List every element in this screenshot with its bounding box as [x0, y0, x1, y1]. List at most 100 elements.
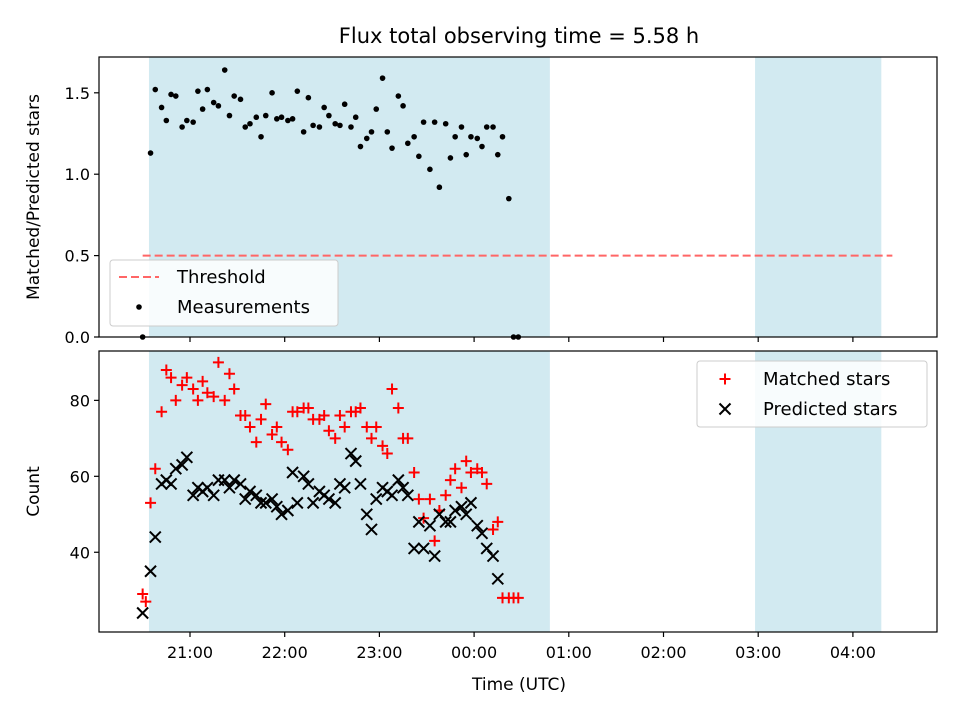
predicted-stars-point	[412, 515, 426, 529]
matched-stars-point	[386, 383, 398, 395]
predicted-stars-point	[354, 477, 367, 491]
matched-stars-point	[212, 356, 224, 368]
measurement-point	[215, 103, 222, 109]
matched-stars-point	[354, 402, 366, 414]
measurement-point	[294, 88, 301, 94]
predicted-stars-point	[491, 572, 504, 586]
measurement-point	[285, 117, 291, 124]
count-panel: 40 60 80 21:00 22:00 23:00 00:00 01:00 02:00 03:0…	[24, 350, 938, 662]
matched-stars-point	[334, 410, 346, 422]
ratio-panel: 0.0 0.5 1.0 1.5 Matched/Predicted stars Thres…	[24, 56, 938, 347]
measurement-point	[158, 104, 165, 111]
measurement-point	[204, 86, 211, 93]
predicted-stars-point	[439, 515, 452, 529]
x-axis-label: Time (UTC)	[471, 675, 566, 695]
predicted-stars-point	[297, 470, 310, 483]
predicted-stars-point	[460, 508, 473, 521]
measurement-point	[278, 114, 285, 121]
legend-predicted-label: Predicted stars	[763, 399, 897, 420]
legend-matched-label: Matched stars	[763, 369, 890, 390]
measurement-point	[447, 155, 454, 161]
measurement-point	[463, 151, 470, 158]
measurement-point	[373, 106, 380, 112]
predicted-stars-point	[136, 606, 149, 620]
measurement-point	[458, 124, 465, 130]
measurement-point	[242, 124, 249, 130]
measurement-point	[332, 120, 339, 127]
legend-box	[109, 259, 339, 327]
matched-stars-point	[377, 440, 389, 452]
matched-stars-point	[176, 379, 188, 391]
shaded-interval	[755, 57, 882, 337]
matched-stars-point	[149, 463, 161, 475]
measurement-point	[231, 93, 237, 99]
matched-stars-point	[449, 463, 461, 475]
matched-stars-point	[440, 489, 452, 501]
matched-stars-point	[323, 425, 335, 437]
matched-stars-point	[424, 493, 436, 505]
measurement-point	[305, 94, 312, 101]
predicted-stars-point	[444, 515, 457, 529]
measurement-point	[400, 103, 406, 109]
matched-stars-point	[361, 421, 373, 433]
predicted-stars-point	[207, 489, 220, 502]
matched-stars-point	[318, 410, 330, 422]
matched-stars-point	[339, 421, 351, 433]
y-tick-label: 60	[70, 467, 90, 486]
predicted-stars-point	[270, 500, 284, 513]
matched-stars-point	[476, 467, 488, 479]
matched-stars-point	[266, 429, 278, 441]
measurement-point	[269, 90, 275, 96]
measurement-point	[262, 112, 269, 119]
measurement-point	[195, 88, 201, 94]
measurement-point	[442, 120, 449, 127]
matched-stars-point	[276, 436, 288, 448]
measurement-point	[199, 106, 206, 112]
matched-stars-point	[223, 368, 235, 380]
predicted-stars-point	[250, 489, 263, 502]
measurement-point	[289, 116, 296, 122]
legend-measurements-swatch	[136, 304, 142, 310]
predicted-stars-point	[254, 496, 268, 510]
matched-stars-point	[239, 410, 251, 422]
matched-stars-point	[197, 375, 209, 387]
measurement-point	[379, 75, 386, 81]
measurement-point	[321, 104, 327, 111]
predicted-stars-point	[475, 527, 489, 540]
measurement-point	[210, 99, 217, 106]
measurement-point	[258, 133, 264, 140]
measurement-point	[184, 117, 190, 124]
matched-stars-point	[145, 497, 157, 509]
predicted-stars-point	[385, 489, 399, 502]
measurement-point	[363, 135, 370, 142]
measurement-point	[348, 124, 354, 130]
predicted-stars-point	[486, 549, 500, 563]
predicted-stars-point	[186, 489, 200, 502]
measurement-point	[168, 91, 174, 98]
measurement-point	[147, 150, 154, 156]
measurement-point	[190, 119, 196, 125]
predicted-stars-point	[417, 542, 430, 555]
matched-stars-point	[187, 383, 199, 395]
matched-stars-point	[481, 478, 493, 490]
measurement-point	[221, 67, 228, 73]
matched-stars-point	[329, 432, 341, 444]
predicted-stars-point	[360, 508, 373, 521]
predicted-stars-point	[227, 473, 241, 487]
x-tick-label: 01:00	[546, 643, 592, 662]
matched-stars-point	[460, 455, 472, 467]
predicted-stars-point	[149, 530, 162, 544]
measurement-point	[337, 122, 343, 129]
predicted-stars-point	[370, 492, 383, 506]
measurement-point	[494, 151, 501, 158]
matched-stars-point	[291, 406, 303, 418]
matched-stars-point	[465, 467, 477, 479]
measurement-point	[411, 133, 417, 140]
measurement-point	[483, 124, 490, 130]
matched-stars-point	[228, 383, 240, 395]
matched-stars-point	[181, 372, 193, 384]
matched-stars-point	[201, 387, 213, 399]
legend-predicted-swatch	[718, 402, 732, 416]
y-tick-label: 0.5	[65, 247, 90, 266]
matched-stars-point	[392, 402, 404, 414]
